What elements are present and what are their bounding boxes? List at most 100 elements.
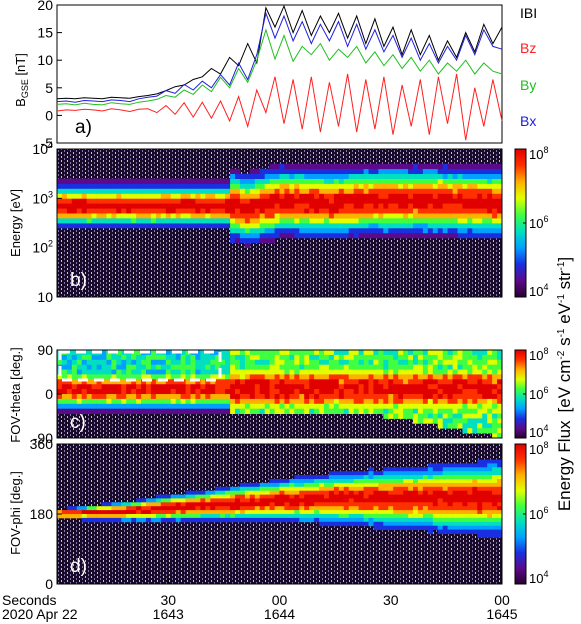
panel-d-cell — [299, 502, 305, 507]
panel-c-cell — [299, 408, 305, 414]
panel-b-cell — [353, 183, 359, 189]
panel-b-cell — [314, 178, 320, 184]
panel-b-cell — [309, 183, 315, 189]
panel-d-cell — [235, 498, 241, 503]
panel-d-cell — [309, 482, 315, 488]
panel-c-cell — [284, 350, 290, 356]
panel-b-cell — [472, 168, 478, 174]
panel-b-cell — [264, 168, 270, 174]
panel-b-cell — [121, 183, 127, 189]
panel-b-cell — [235, 218, 241, 224]
panel-b-cell — [264, 173, 270, 179]
panel-c-cell — [452, 408, 458, 414]
panel-a-series-line-0 — [56, 4, 503, 100]
panel-c-cell — [427, 384, 434, 390]
panel-b-cell — [220, 178, 226, 184]
panel-b-cell — [314, 208, 320, 214]
panel-c-cell — [96, 364, 102, 370]
panel-b-cell — [383, 227, 389, 234]
panel-d-cell — [190, 490, 196, 495]
panel-c-cell — [249, 394, 256, 400]
panel-b-cell — [408, 183, 414, 189]
panel-c-cell — [190, 403, 196, 410]
panel-d-cell — [432, 498, 439, 503]
panel-b-cell — [66, 188, 73, 194]
panel-c-cell — [215, 354, 221, 361]
panel-b-cell — [239, 218, 246, 224]
panel-c-cell — [472, 398, 478, 405]
panel-d-cell — [324, 486, 330, 492]
panel-c-cell — [126, 374, 132, 380]
panel-d-cell — [497, 467, 503, 472]
panel-c-cell — [71, 364, 78, 370]
panel-c-cell — [422, 364, 429, 370]
panel-c-cell — [101, 374, 107, 380]
panel-c-cell — [487, 364, 493, 370]
panel-b-cell — [314, 203, 320, 209]
panel-c-cell — [136, 369, 142, 375]
panel-c-cell — [442, 418, 448, 424]
panel-b-cell — [57, 178, 63, 184]
panel-b-cell — [190, 203, 196, 209]
panel-c-cell — [422, 379, 429, 385]
panel-b-cell — [264, 198, 270, 204]
panel-c-cell — [432, 379, 439, 385]
panel-d-cell — [190, 510, 196, 515]
panel-c-cell — [165, 350, 172, 356]
panel-c-cell — [388, 350, 394, 356]
panel-c-cell — [141, 354, 147, 361]
panel-d-cell — [452, 510, 458, 515]
panel-d-cell — [472, 510, 478, 515]
panel-c-cell — [116, 374, 122, 380]
panel-b-cell — [492, 183, 498, 189]
panel-b-cell — [121, 223, 127, 229]
panel-c-cell — [358, 359, 364, 366]
panel-c-cell — [363, 359, 369, 366]
panel-c-cell — [279, 374, 285, 380]
panel-c-cell — [274, 379, 280, 385]
panel-b-cell — [422, 198, 429, 204]
panel-d-cell — [447, 471, 453, 476]
panel-c-cell — [457, 359, 463, 366]
panel-d-cell — [388, 490, 394, 495]
panel-b-cell — [368, 178, 374, 184]
panel-b-cell — [289, 213, 295, 219]
panel-c-cell — [205, 394, 211, 400]
panel-c-cell — [492, 413, 498, 419]
panel-b-cell — [180, 218, 186, 224]
panel-c-cell — [383, 389, 389, 395]
panel-b-cell — [126, 178, 132, 184]
panel-c-cell — [368, 394, 374, 400]
panel-c-cell — [235, 384, 241, 390]
panel-b-cell — [477, 203, 483, 209]
panel-d-cell — [452, 514, 458, 519]
panel-b-cell — [215, 193, 221, 199]
panel-d-cell — [220, 498, 226, 503]
panel-c-cell — [413, 374, 419, 380]
panel-c-cell — [150, 379, 157, 385]
panel-b-cell — [383, 198, 389, 204]
panel-d-cell — [160, 494, 167, 499]
panel-c-cell — [328, 384, 335, 390]
panel-c-cell — [136, 408, 142, 414]
panel-c-cell — [353, 374, 359, 380]
panel-d-cell — [328, 482, 335, 488]
panel-d-cell — [126, 514, 132, 519]
panel-b-cell — [447, 173, 453, 179]
panel-c-cell — [150, 354, 157, 361]
panel-b-cell — [482, 163, 488, 170]
panel-b-cell — [328, 218, 335, 224]
panel-b-cell — [111, 203, 117, 209]
panel-c-cell — [472, 413, 478, 419]
panel-d-cell — [264, 486, 270, 492]
panel-b-cell — [190, 213, 196, 219]
panel-c-cell — [195, 389, 201, 395]
panel-b-cell — [111, 208, 117, 214]
panel-c-cell — [328, 398, 335, 405]
panel-b-cell — [492, 168, 498, 174]
panel-b-cell — [338, 208, 345, 214]
panel-c-cell — [403, 350, 409, 356]
panel-b-cell — [294, 218, 300, 224]
panel-c-cell — [368, 369, 374, 375]
panel-c-cell — [294, 364, 300, 370]
